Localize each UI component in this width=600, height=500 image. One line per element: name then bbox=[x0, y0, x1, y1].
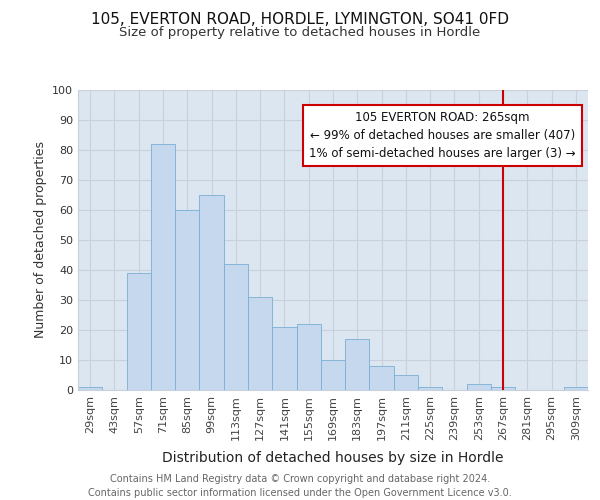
Text: Contains HM Land Registry data © Crown copyright and database right 2024.
Contai: Contains HM Land Registry data © Crown c… bbox=[88, 474, 512, 498]
Bar bbox=[296, 324, 321, 390]
Bar bbox=[224, 264, 248, 390]
Text: 105 EVERTON ROAD: 265sqm
← 99% of detached houses are smaller (407)
1% of semi-d: 105 EVERTON ROAD: 265sqm ← 99% of detach… bbox=[309, 111, 575, 160]
Bar bbox=[248, 297, 272, 390]
Text: 105, EVERTON ROAD, HORDLE, LYMINGTON, SO41 0FD: 105, EVERTON ROAD, HORDLE, LYMINGTON, SO… bbox=[91, 12, 509, 28]
Bar bbox=[564, 387, 588, 390]
Bar bbox=[151, 144, 175, 390]
Bar bbox=[345, 339, 370, 390]
Bar bbox=[78, 387, 102, 390]
Text: Size of property relative to detached houses in Hordle: Size of property relative to detached ho… bbox=[119, 26, 481, 39]
Bar bbox=[199, 195, 224, 390]
X-axis label: Distribution of detached houses by size in Hordle: Distribution of detached houses by size … bbox=[162, 451, 504, 465]
Bar bbox=[394, 375, 418, 390]
Bar bbox=[127, 273, 151, 390]
Bar bbox=[418, 387, 442, 390]
Bar bbox=[272, 327, 296, 390]
Bar bbox=[321, 360, 345, 390]
Bar bbox=[175, 210, 199, 390]
Bar bbox=[370, 366, 394, 390]
Bar bbox=[467, 384, 491, 390]
Y-axis label: Number of detached properties: Number of detached properties bbox=[34, 142, 47, 338]
Bar bbox=[491, 387, 515, 390]
